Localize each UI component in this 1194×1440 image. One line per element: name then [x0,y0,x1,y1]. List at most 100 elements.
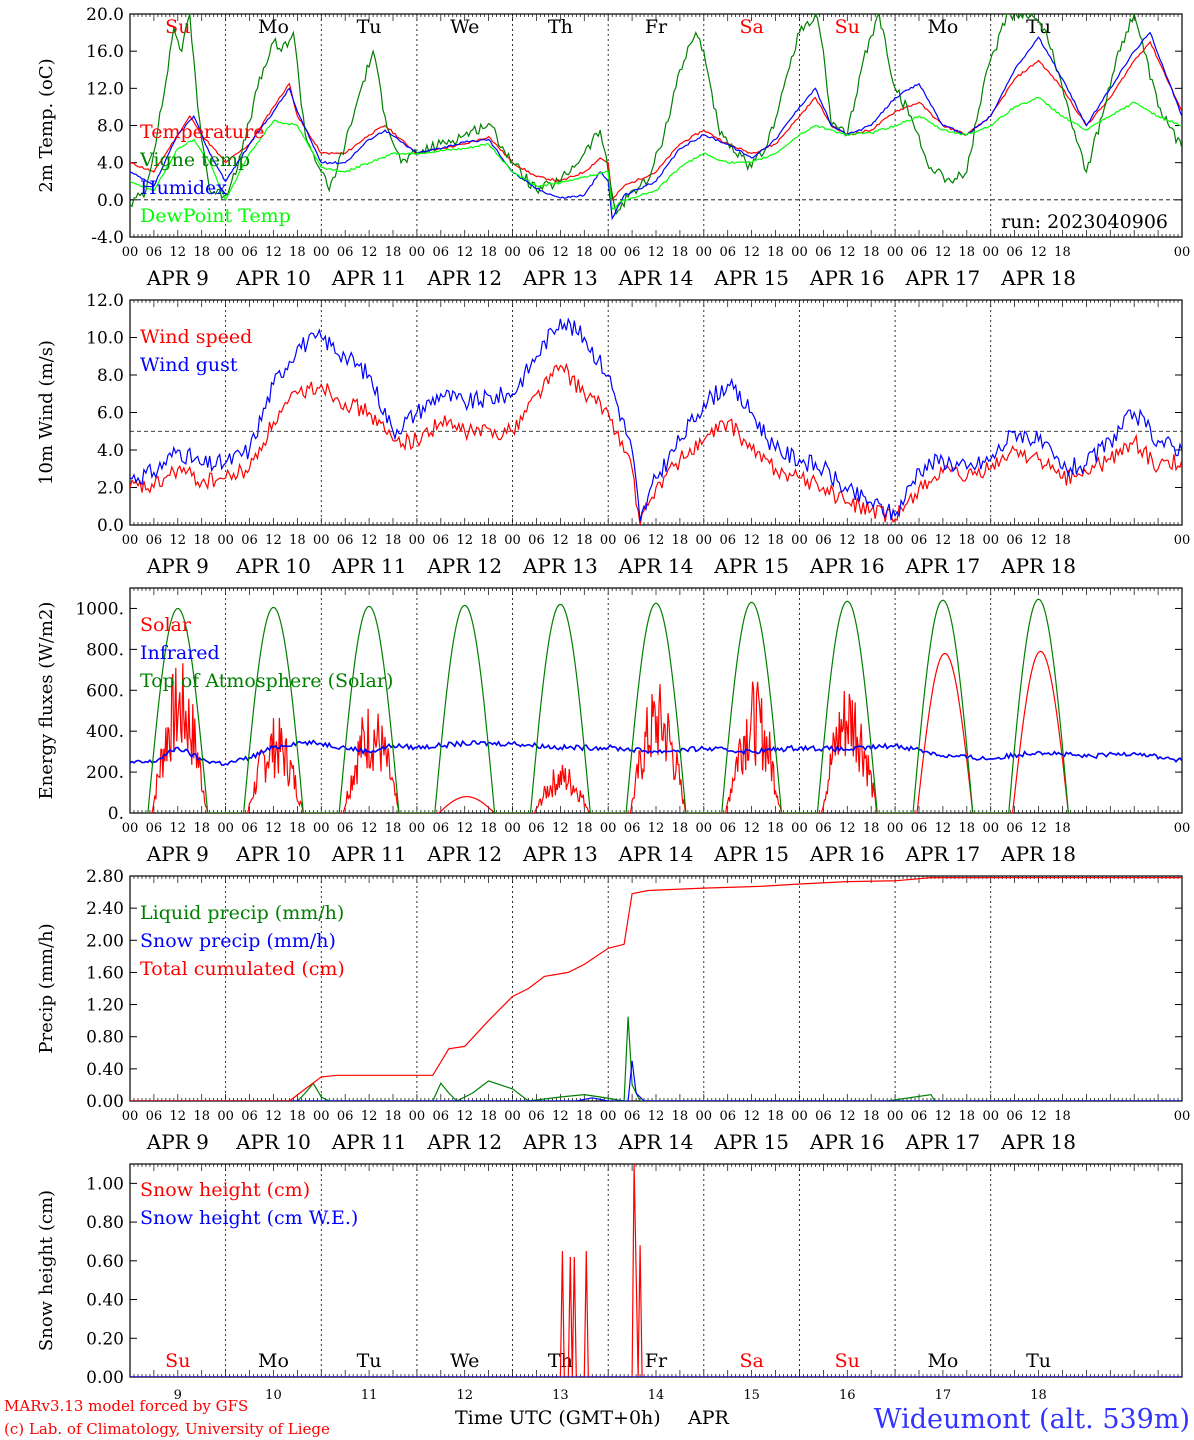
date-label: APR 17 [905,266,981,290]
credit-line-2: (c) Lab. of Climatology, University of L… [4,1420,330,1438]
y-tick-label: 0.00 [86,1368,124,1388]
hour-label: 00 [409,821,426,836]
hour-label: 12 [170,1109,187,1124]
legend-entry: Snow height (cm) [140,1179,310,1201]
hour-label: 18 [193,821,210,836]
date-label: APR 15 [713,842,789,866]
hour-label: 12 [1030,533,1047,548]
day-number: 17 [935,1388,952,1403]
hour-label: 18 [863,821,880,836]
panel-5: 0.00 0.20 0.40 0.60 0.80 1.00 Snow height (cm)… [36,1163,1183,1388]
hour-label: 12 [839,533,856,548]
hour-label: 06 [815,821,832,836]
x-axis-month: APR [687,1407,730,1429]
hour-label: 06 [146,245,163,260]
weekday-label: Mo [258,1350,289,1372]
date-label: APR 11 [331,1130,407,1154]
hour-label: 06 [146,533,163,548]
date-label: APR 13 [522,554,598,578]
hour-label: 00 [791,821,808,836]
y-tick-label: 0.0 [97,516,124,536]
date-label: APR 16 [809,266,885,290]
hour-label: 18 [385,1109,402,1124]
weekday-label: We [450,1350,479,1372]
legend-entry: Top of Atmosphere (Solar) [140,670,393,692]
hour-label: 12 [265,1109,282,1124]
hour-label: 06 [815,1109,832,1124]
hour-label: 00 [122,245,139,260]
hour-label: 12 [170,245,187,260]
series-line-4 [130,96,1182,210]
hour-label: 18 [672,821,689,836]
date-label: APR 16 [809,1130,885,1154]
y-tick-label: 16.0 [86,42,124,62]
series-line-2 [130,739,1182,766]
legend-entry: Wind speed [140,326,252,348]
legend-entry: Vigne temp [139,149,250,171]
weekday-label: Th [548,16,573,38]
hour-label: 00 [696,533,713,548]
legend-entry: Temperature [140,121,264,143]
day-number: 13 [552,1388,569,1403]
hour-label: 00 [600,821,617,836]
hour-label: 18 [767,245,784,260]
hour-label: 06 [337,821,354,836]
date-label: APR 15 [713,554,789,578]
y-tick-label: 2.00 [86,931,124,951]
hour-label: 06 [624,821,641,836]
date-label: APR 16 [809,842,885,866]
hour-label: 18 [959,533,976,548]
panel-4: 0.00 0.40 0.80 1.20 1.60 2.00 2.40 2.80 Precip (… [36,867,1190,1154]
hour-label: 00 [791,533,808,548]
hour-label: 18 [576,245,593,260]
hour-label: 18 [1054,533,1071,548]
date-label: APR 14 [618,554,694,578]
y-tick-label: 0.40 [86,1291,124,1311]
legend-entry: Infrared [140,642,220,664]
date-label: APR 15 [713,1130,789,1154]
hour-label: 00 [1174,533,1191,548]
hour-label: 12 [1030,821,1047,836]
date-label: APR 14 [618,266,694,290]
hour-label: 06 [241,1109,258,1124]
hour-label: 06 [241,821,258,836]
y-axis-label: Snow height (cm) [36,1190,57,1351]
hour-label: 06 [624,1109,641,1124]
hour-label: 18 [385,821,402,836]
hour-label: 06 [433,821,450,836]
panel-3: 0. 200. 400. 600. 800. 1000. Energy fluxes (W/… [36,587,1190,866]
hour-label: 18 [767,1109,784,1124]
date-label: APR 10 [235,266,311,290]
date-label: APR 11 [331,266,407,290]
day-number: 10 [265,1388,282,1403]
weekday-label: Su [835,16,860,38]
date-label: APR 13 [522,842,598,866]
station-title: Wideumont (alt. 539m) [874,1404,1190,1435]
hour-label: 12 [361,1109,378,1124]
hour-label: 00 [122,821,139,836]
hour-label: 06 [719,533,736,548]
date-label: APR 18 [1000,266,1076,290]
hour-label: 18 [1054,821,1071,836]
hour-label: 18 [289,533,306,548]
hour-label: 06 [815,533,832,548]
hour-label: 00 [504,1109,521,1124]
date-label: APR 14 [618,1130,694,1154]
y-axis-label: 2m Temp. (oC) [36,58,57,192]
y-tick-label: 2.0 [97,479,124,499]
hour-label: 06 [1006,1109,1023,1124]
y-tick-label: 4.0 [97,441,124,461]
series-line-2 [130,317,1182,522]
series-line-3 [130,31,1182,221]
hour-label: 06 [719,821,736,836]
hour-label: 06 [911,821,928,836]
date-label: APR 9 [146,266,209,290]
weekday-label: Mo [927,1350,958,1372]
hour-label: 00 [217,245,234,260]
hour-label: 06 [433,1109,450,1124]
hour-label: 18 [193,245,210,260]
weekday-label: Sa [739,16,763,38]
y-tick-label: 800. [86,640,124,660]
y-tick-label: 20.0 [86,5,124,25]
